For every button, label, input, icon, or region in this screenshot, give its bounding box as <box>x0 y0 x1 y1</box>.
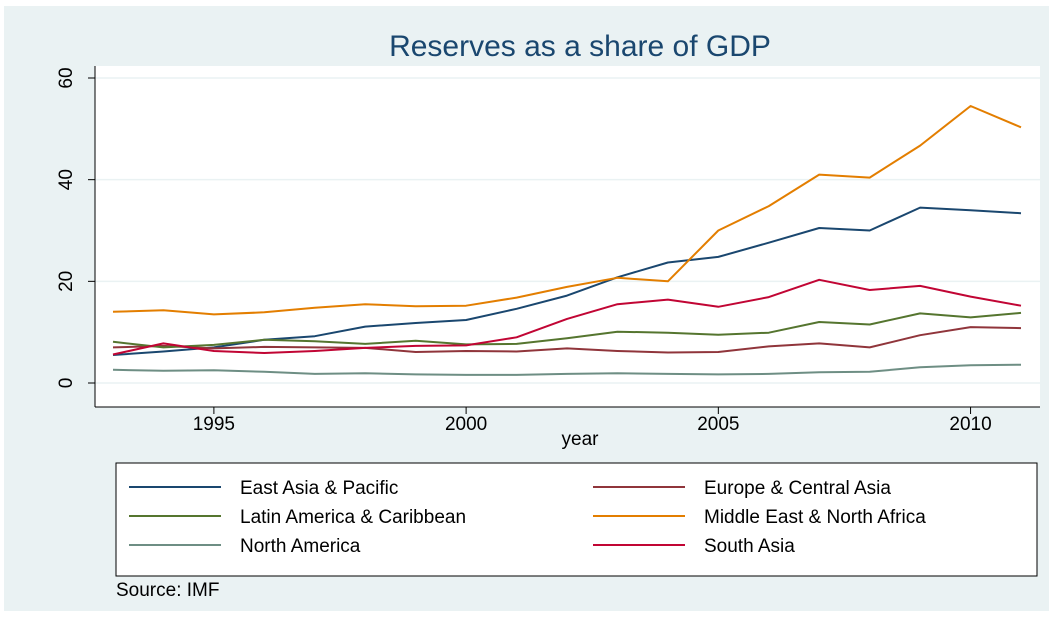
series-line-south-asia <box>112 278 1022 356</box>
y-tick-label: 20 <box>56 271 77 292</box>
x-tick-label: 1995 <box>193 414 235 435</box>
legend-label: Latin America & Caribbean <box>240 507 466 528</box>
chart-title: Reserves as a share of GDP <box>389 30 771 63</box>
legend-box <box>115 462 1038 577</box>
legend-label: Middle East & North Africa <box>704 507 926 528</box>
source-note: Source: IMF <box>116 580 219 601</box>
x-axis: 1995 2000 2005 2010 <box>193 407 992 435</box>
x-tick-label: 2005 <box>697 414 739 435</box>
y-axis: 0 20 40 60 <box>56 67 95 388</box>
plot-area <box>95 66 1040 407</box>
legend-label: South Asia <box>704 536 795 557</box>
y-tick-label: 0 <box>56 378 77 389</box>
series-line-latin-america-caribbean <box>112 311 1022 349</box>
x-tick-label: 2010 <box>949 414 991 435</box>
y-tick-label: 40 <box>56 169 77 190</box>
x-tick-label: 2000 <box>445 414 487 435</box>
series-line-europe-central-asia <box>112 326 1022 354</box>
gridlines <box>95 77 1040 384</box>
x-axis-label: year <box>562 429 600 450</box>
series-lines <box>112 105 1022 376</box>
legend-label: Europe & Central Asia <box>704 478 891 499</box>
legend: East Asia & Pacific Europe & Central Asia… <box>129 478 926 557</box>
legend-label: East Asia & Pacific <box>240 478 398 499</box>
series-line-middle-east-north-africa <box>112 105 1022 316</box>
series-line-north-america <box>112 363 1022 376</box>
y-tick-label: 60 <box>56 67 77 88</box>
legend-label: North America <box>240 536 361 557</box>
